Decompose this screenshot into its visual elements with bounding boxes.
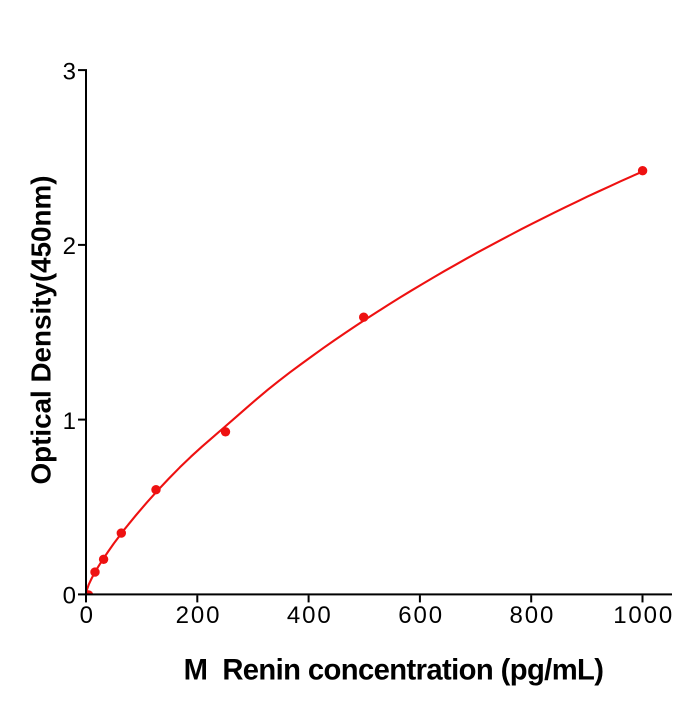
svg-text:600: 600: [398, 602, 444, 629]
svg-text:M Renin concentration (pg/mL): M Renin concentration (pg/mL): [184, 655, 604, 687]
svg-text:2: 2: [63, 233, 76, 260]
svg-text:Optical Density(450nm): Optical Density(450nm): [26, 176, 57, 485]
svg-text:1: 1: [63, 408, 76, 435]
svg-text:1000: 1000: [613, 602, 674, 629]
svg-text:3: 3: [63, 58, 76, 85]
svg-text:200: 200: [176, 602, 222, 629]
svg-text:0: 0: [80, 602, 95, 629]
svg-text:800: 800: [510, 602, 556, 629]
svg-text:0: 0: [63, 583, 76, 610]
svg-text:400: 400: [287, 602, 333, 629]
